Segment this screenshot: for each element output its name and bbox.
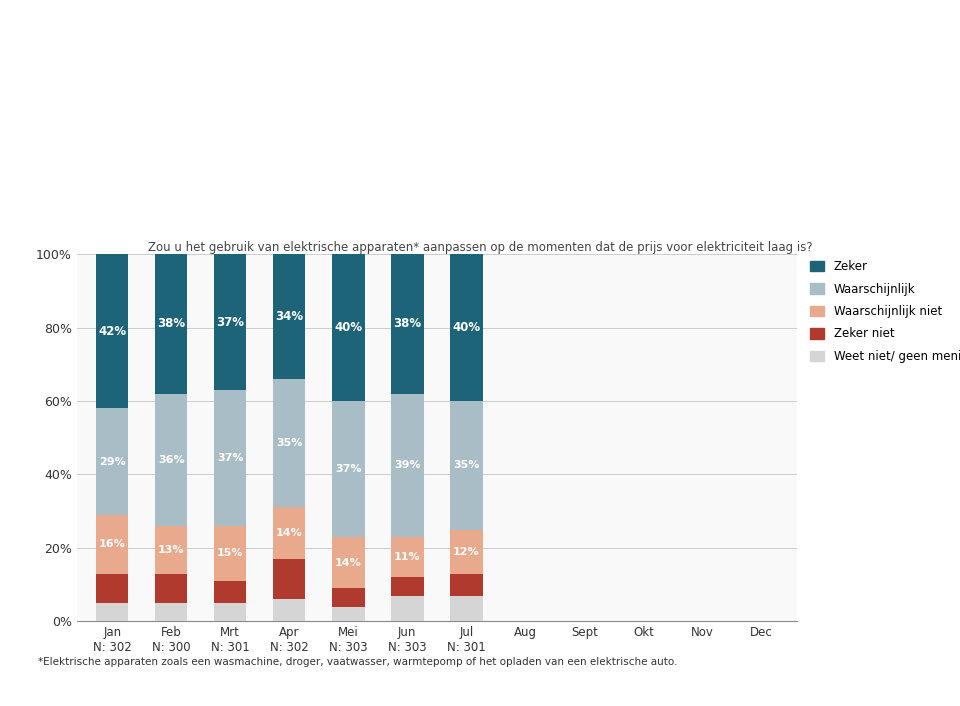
Bar xyxy=(214,254,247,390)
Text: Verschuiving elektriciteitsvraag: Verschuiving elektriciteitsvraag xyxy=(343,213,617,228)
Bar xyxy=(155,603,187,621)
Bar xyxy=(332,588,365,606)
Bar xyxy=(96,603,129,621)
Bar xyxy=(96,515,129,573)
Text: 34%: 34% xyxy=(276,310,303,323)
Bar xyxy=(96,254,129,408)
Bar xyxy=(391,578,423,596)
Bar xyxy=(214,581,247,603)
Text: 16%: 16% xyxy=(99,539,126,549)
Text: 29%: 29% xyxy=(99,457,126,467)
Bar xyxy=(391,596,423,621)
Text: 38%: 38% xyxy=(394,318,421,330)
Bar xyxy=(391,537,423,578)
Bar xyxy=(391,254,423,394)
Bar xyxy=(273,599,305,621)
Text: 36%: 36% xyxy=(157,455,184,465)
Text: 37%: 37% xyxy=(217,453,244,463)
Text: 42%: 42% xyxy=(98,325,127,337)
Bar xyxy=(155,394,187,526)
Bar xyxy=(273,254,305,379)
Text: 13%: 13% xyxy=(158,545,184,555)
Bar xyxy=(96,408,129,515)
Bar xyxy=(332,537,365,588)
Bar xyxy=(155,573,187,603)
Bar xyxy=(214,526,247,581)
Text: 14%: 14% xyxy=(276,528,302,538)
Text: 35%: 35% xyxy=(276,438,302,448)
Text: 37%: 37% xyxy=(335,464,362,474)
Text: 12%: 12% xyxy=(453,546,480,556)
Bar xyxy=(155,526,187,573)
Text: 15%: 15% xyxy=(217,549,244,558)
Bar xyxy=(450,530,483,573)
Bar xyxy=(450,401,483,530)
Bar xyxy=(96,573,129,603)
Text: 40%: 40% xyxy=(334,321,362,334)
Legend: Zeker, Waarschijnlijk, Waarschijnlijk niet, Zeker niet, Weet niet/ geen mening: Zeker, Waarschijnlijk, Waarschijnlijk ni… xyxy=(810,260,960,363)
Text: 35%: 35% xyxy=(453,460,479,470)
Bar xyxy=(332,401,365,537)
Text: 14%: 14% xyxy=(335,558,362,568)
Text: 37%: 37% xyxy=(216,316,244,328)
Text: 40%: 40% xyxy=(452,321,480,334)
Bar xyxy=(214,390,247,526)
Bar xyxy=(273,379,305,508)
Bar xyxy=(391,394,423,537)
Bar xyxy=(450,573,483,596)
Bar xyxy=(155,254,187,394)
Text: Zou u het gebruik van elektrische apparaten* aanpassen op de momenten dat de pri: Zou u het gebruik van elektrische appara… xyxy=(148,241,812,253)
Bar xyxy=(273,508,305,559)
Text: 38%: 38% xyxy=(157,318,185,330)
Bar xyxy=(450,596,483,621)
Text: *Elektrische apparaten zoals een wasmachine, droger, vaatwasser, warmtepomp of h: *Elektrische apparaten zoals een wasmach… xyxy=(38,657,678,666)
Text: 11%: 11% xyxy=(394,552,420,562)
Text: 39%: 39% xyxy=(394,460,420,470)
Bar xyxy=(450,254,483,401)
Bar xyxy=(332,254,365,401)
Bar xyxy=(332,606,365,621)
Bar xyxy=(214,603,247,621)
Bar xyxy=(273,559,305,599)
